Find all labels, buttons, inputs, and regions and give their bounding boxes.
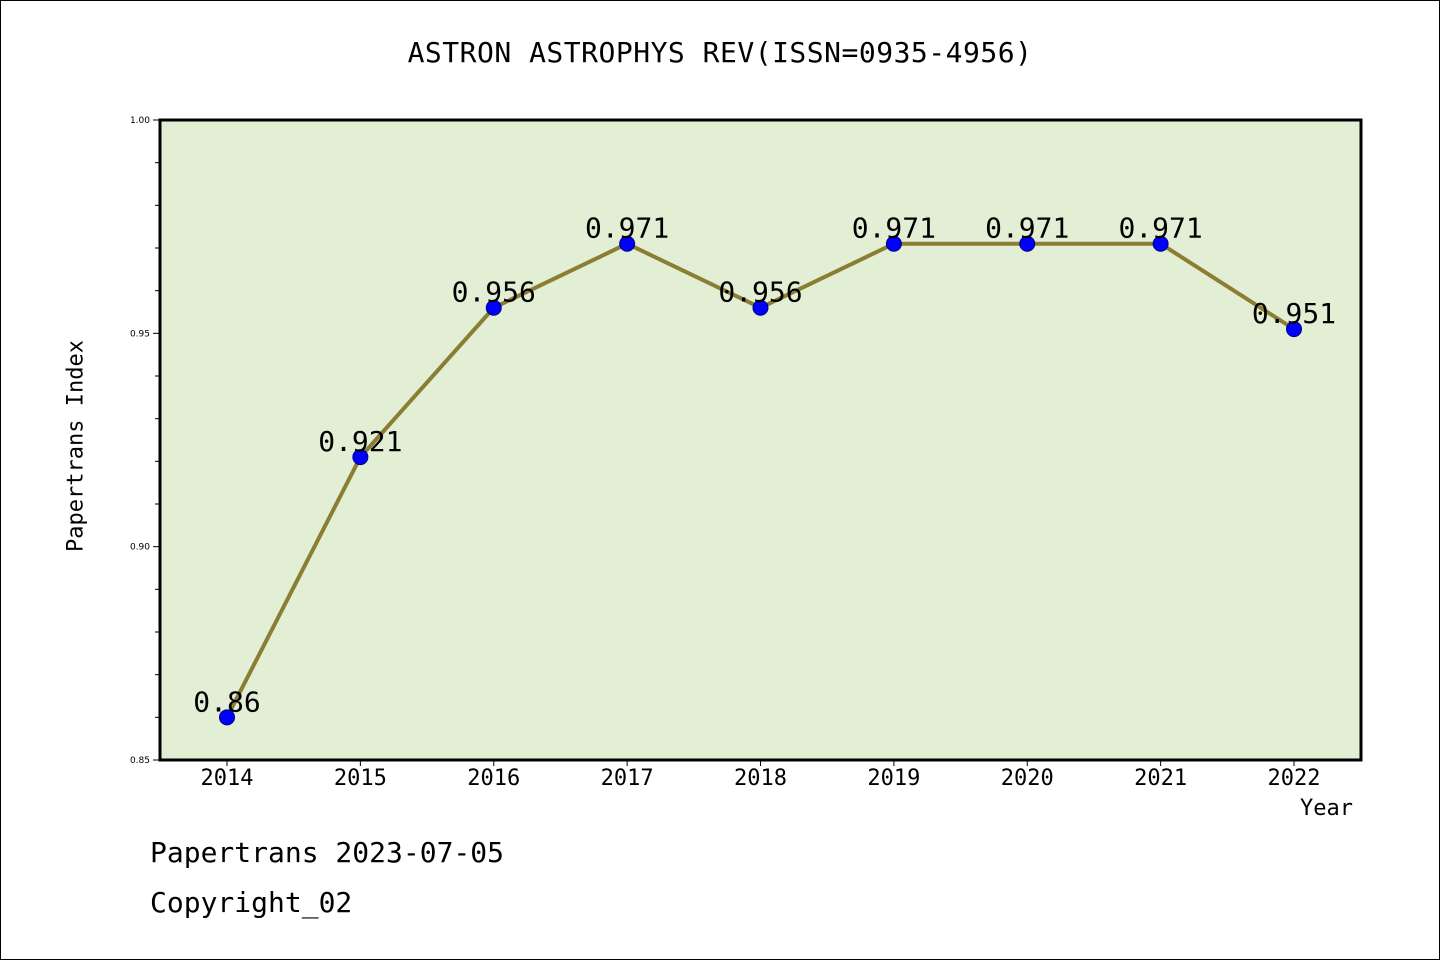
y-tick-label: 1.00: [130, 116, 150, 126]
data-point: [352, 449, 369, 466]
data-label: 0.956: [452, 276, 536, 309]
x-tick-label: 2022: [1268, 766, 1321, 791]
data-label: 0.86: [193, 685, 260, 718]
footer-date: Papertrans 2023-07-05: [150, 836, 505, 869]
data-label: 0.971: [985, 212, 1069, 245]
x-axis-ticks: 2014 2015 2016 2017 2018 2019 2020 2021 2022: [201, 760, 1321, 791]
data-label: 0.971: [1118, 212, 1202, 245]
x-tick-label: 2020: [1001, 766, 1054, 791]
data-point: [1286, 321, 1302, 338]
data-label: 0.921: [318, 425, 402, 458]
x-tick-label: 2017: [601, 766, 654, 791]
data-label: 0.971: [585, 212, 669, 245]
data-point: [619, 235, 636, 252]
y-axis-ticks: 0.85 0.90 0.95 1.00: [130, 116, 160, 766]
data-point: [485, 299, 502, 316]
chart-title: ASTRON ASTROPHYS REV(ISSN=0935-4956): [407, 36, 1033, 69]
data-markers: [219, 235, 1302, 726]
data-label: 0.956: [718, 276, 802, 309]
data-label: 0.971: [852, 212, 936, 245]
data-point: [885, 235, 902, 252]
x-axis-label: Year: [1300, 796, 1353, 821]
data-point: [219, 709, 235, 726]
footer-copyright: Copyright_02: [150, 886, 353, 919]
data-point: [752, 299, 769, 316]
y-tick-label: 0.95: [130, 329, 150, 339]
x-tick-label: 2021: [1134, 766, 1187, 791]
y-tick-label: 0.90: [130, 543, 150, 553]
data-label: 0.951: [1252, 297, 1336, 330]
x-tick-label: 2018: [734, 766, 787, 791]
plot-border: [158, 118, 1363, 762]
y-tick-label: 0.85: [130, 756, 150, 766]
x-tick-label: 2019: [867, 766, 920, 791]
data-point: [1019, 235, 1036, 252]
x-tick-label: 2015: [334, 766, 387, 791]
x-tick-label: 2014: [201, 766, 254, 791]
data-labels: 0.86 0.921 0.956 0.971 0.956 0.971 0.971 0.971 0…: [193, 212, 1336, 719]
plot-area: [160, 120, 1361, 760]
data-point: [1152, 235, 1169, 252]
x-tick-label: 2016: [467, 766, 520, 791]
